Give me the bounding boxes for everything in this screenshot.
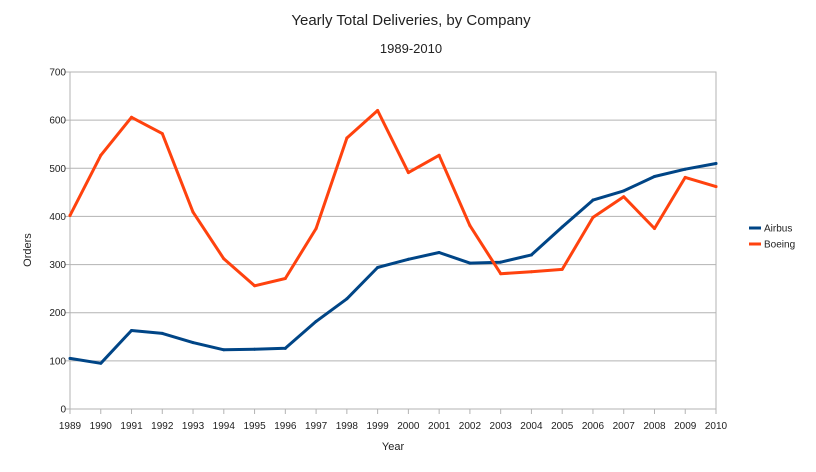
x-tick-label-1989: 1989: [59, 421, 82, 432]
x-tick-label-2002: 2002: [459, 421, 482, 432]
data-point-airbus-2001: [437, 251, 441, 255]
data-point-airbus-2006: [591, 198, 595, 202]
y-tick-label-600: 600: [49, 116, 66, 127]
data-point-boeing-1997: [314, 226, 318, 230]
data-point-boeing-2008: [652, 226, 656, 230]
data-point-airbus-1994: [222, 348, 226, 352]
data-point-airbus-2004: [529, 253, 533, 257]
x-tick-label-2001: 2001: [428, 421, 451, 432]
x-tick-label-2010: 2010: [705, 421, 728, 432]
data-point-airbus-1993: [191, 341, 195, 345]
data-point-airbus-1996: [283, 346, 287, 350]
data-point-airbus-2000: [406, 257, 410, 261]
x-tick-label-1999: 1999: [366, 421, 389, 432]
data-point-airbus-1995: [253, 347, 257, 351]
data-point-boeing-2000: [406, 171, 410, 175]
x-tick-label-2008: 2008: [643, 421, 666, 432]
data-point-airbus-1991: [130, 329, 134, 333]
x-tick-label-2000: 2000: [397, 421, 420, 432]
series-line-boeing: [68, 109, 718, 288]
data-point-boeing-2004: [529, 270, 533, 274]
y-tick-label-300: 300: [49, 260, 66, 271]
chart-title: Yearly Total Deliveries, by Company: [291, 12, 531, 29]
data-point-boeing-1992: [160, 132, 164, 136]
data-point-boeing-2007: [622, 195, 626, 199]
data-point-boeing-1995: [253, 284, 257, 288]
y-tick-label-100: 100: [49, 356, 66, 367]
data-point-airbus-1989: [68, 356, 72, 360]
x-tick-label-2003: 2003: [490, 421, 513, 432]
data-point-airbus-1998: [345, 297, 349, 301]
data-point-airbus-1992: [160, 331, 164, 335]
x-tick-label-1992: 1992: [151, 421, 174, 432]
y-axis-title: Orders: [22, 233, 34, 267]
data-point-boeing-2006: [591, 215, 595, 219]
y-tick-label-400: 400: [49, 212, 66, 223]
data-point-boeing-2005: [560, 267, 564, 271]
data-point-boeing-1998: [345, 136, 349, 140]
x-tick-labels: 1989 1990 1991 1992 1993 1994 1995 1996 1997 1998…: [59, 421, 728, 432]
series-line-airbus: [68, 162, 718, 365]
data-point-boeing-2010: [714, 185, 718, 189]
x-tick-label-1993: 1993: [182, 421, 205, 432]
x-tick-label-2005: 2005: [551, 421, 574, 432]
y-tick-label-0: 0: [60, 405, 66, 416]
y-tick-label-500: 500: [49, 164, 66, 175]
data-point-airbus-2008: [652, 174, 656, 178]
x-tick-label-2004: 2004: [520, 421, 543, 432]
data-point-boeing-1990: [99, 153, 103, 157]
data-point-boeing-1993: [191, 210, 195, 214]
x-tick-label-2007: 2007: [613, 421, 636, 432]
data-point-airbus-2010: [714, 161, 718, 165]
gridlines: [65, 71, 717, 414]
data-point-boeing-1991: [130, 115, 134, 119]
x-axis-title: Year: [382, 441, 405, 453]
data-point-airbus-2009: [683, 167, 687, 171]
legend: Airbus Boeing: [749, 224, 795, 251]
x-tick-label-1994: 1994: [213, 421, 236, 432]
x-tick-label-1991: 1991: [120, 421, 143, 432]
x-tick-label-1990: 1990: [90, 421, 113, 432]
y-tick-labels: 0 100 200 300 400 500 600 700: [49, 68, 66, 416]
x-tick-label-1996: 1996: [274, 421, 297, 432]
chart-subtitle: 1989-2010: [380, 41, 442, 56]
x-tick-label-2006: 2006: [582, 421, 605, 432]
data-point-airbus-2002: [468, 261, 472, 265]
data-point-boeing-1989: [68, 213, 72, 217]
plot-area-frame: [69, 71, 717, 410]
data-point-boeing-2009: [683, 175, 687, 179]
data-point-airbus-2003: [499, 260, 503, 264]
y-tick-label-700: 700: [49, 68, 66, 79]
data-point-airbus-1990: [99, 361, 103, 365]
x-tick-label-1997: 1997: [305, 421, 328, 432]
data-point-airbus-2007: [622, 189, 626, 193]
data-point-boeing-1994: [222, 257, 226, 261]
data-point-boeing-2001: [437, 153, 441, 157]
series-lines: [68, 109, 718, 365]
data-point-airbus-1999: [376, 265, 380, 269]
legend-label-airbus: Airbus: [764, 224, 792, 235]
data-point-airbus-2005: [560, 225, 564, 229]
x-tick-label-1998: 1998: [336, 421, 359, 432]
data-point-boeing-1999: [376, 109, 380, 113]
x-tick-label-1995: 1995: [243, 421, 266, 432]
data-point-boeing-2003: [499, 272, 503, 276]
data-point-boeing-2002: [468, 224, 472, 228]
data-point-boeing-1996: [283, 277, 287, 281]
x-tick-label-2009: 2009: [674, 421, 697, 432]
data-point-airbus-1997: [314, 319, 318, 323]
y-tick-label-200: 200: [49, 308, 66, 319]
legend-label-boeing: Boeing: [764, 240, 795, 251]
